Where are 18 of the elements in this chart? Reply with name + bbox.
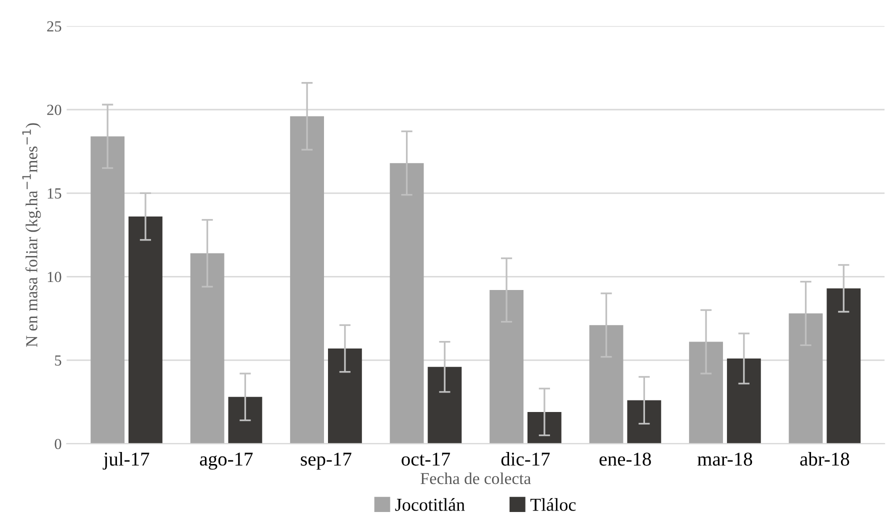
x-tick-label: jul-17 [102, 452, 150, 470]
y-tick-label: 25 [47, 21, 62, 32]
x-tick-label: sep-17 [300, 452, 352, 470]
y-tick-label: 15 [48, 188, 62, 199]
x-axis-title: Fecha de colecta [420, 472, 531, 484]
x-tick-label: mar-18 [697, 452, 752, 466]
x-tick-label: oct-17 [402, 452, 450, 466]
y-tick-label: 20 [47, 104, 62, 116]
x-tick-label: abr-18 [800, 452, 850, 466]
y-tick-label: 5 [55, 355, 62, 366]
legend-label: Tláloc [530, 498, 576, 511]
x-tick-label: dic-17 [501, 452, 550, 466]
y-axis-title: N en masa foliar (kg.ha$^{−1}$mes$^{−1}$) [22, 123, 41, 347]
legend-label: Jocotitlán [395, 498, 465, 511]
y-tick-label: 10 [48, 272, 62, 282]
y-tick-label: 0 [54, 438, 62, 450]
x-tick-label: ago-17 [200, 452, 253, 470]
x-tick-label: ene-18 [600, 452, 651, 466]
